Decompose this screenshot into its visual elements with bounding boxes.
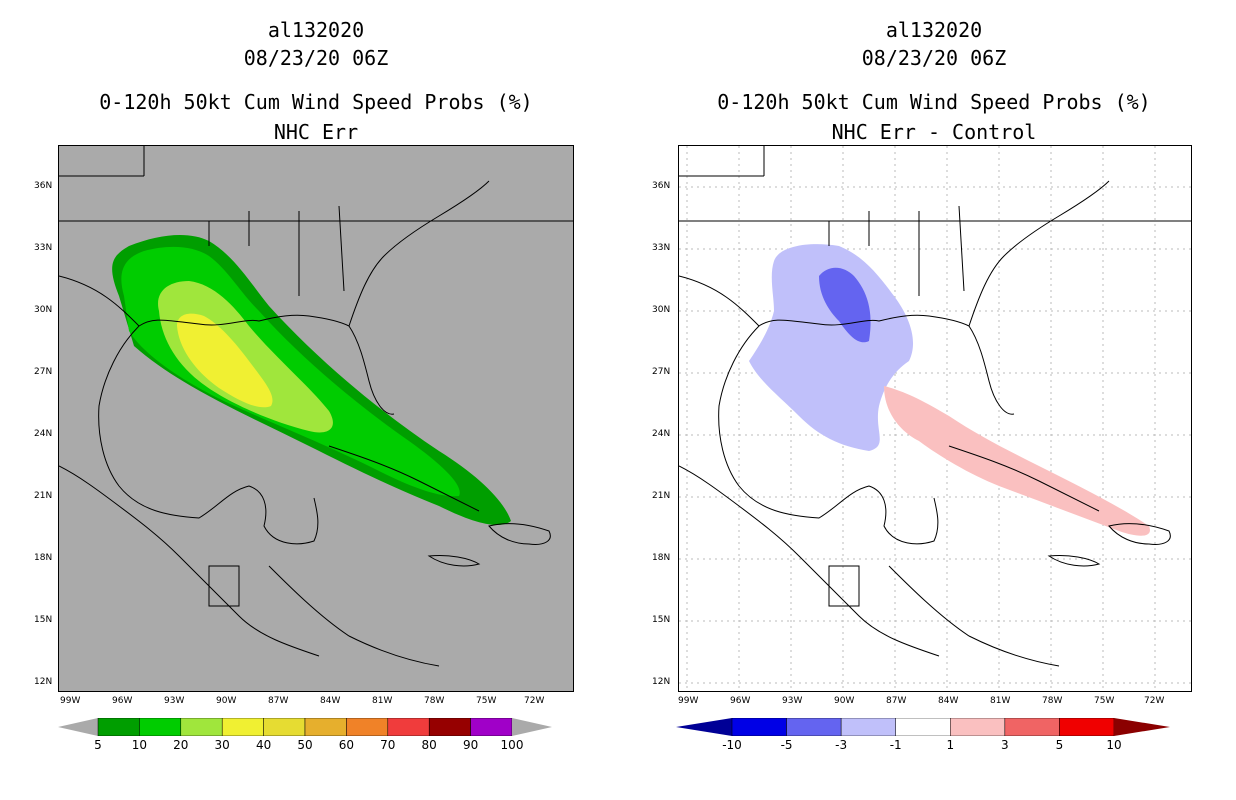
left-map (58, 145, 574, 692)
left-lat-tick: 12N (34, 677, 53, 687)
left-lon-tick: 72W (524, 696, 545, 706)
colorbar-swatch (840, 718, 896, 736)
right-lat-tick: 30N (652, 305, 671, 315)
left-lon-tick: 84W (320, 696, 341, 706)
colorbar-label: 10 (131, 738, 148, 752)
colorbar-high-tip (1114, 718, 1170, 736)
left-datetime: 08/23/20 06Z (243, 46, 389, 70)
colorbar-low-tip (676, 718, 732, 736)
colorbar-swatch (97, 718, 140, 736)
prob-contour-30 (177, 313, 273, 408)
left-lat-tick: 30N (34, 305, 53, 315)
right-lat-tick: 12N (652, 677, 671, 687)
colorbar-label: 80 (421, 738, 437, 752)
right-lon-tick: 84W (938, 696, 959, 706)
left-lon-tick: 75W (476, 696, 497, 706)
right-lon-tick: 78W (1042, 696, 1063, 706)
colorbar-swatch (180, 718, 223, 736)
diff-positive-area (884, 386, 1150, 536)
left-lon-tick: 87W (268, 696, 289, 706)
left-lat-tick: 18N (34, 553, 53, 563)
left-lon-tick: 96W (112, 696, 133, 706)
colorbar-label: 50 (297, 738, 313, 752)
colorbar-swatch (1004, 718, 1060, 736)
right-lon-tick: 75W (1094, 696, 1115, 706)
colorbar-swatch (263, 718, 306, 736)
left-lat-tick: 24N (34, 429, 53, 439)
right-lat-tick: 18N (652, 553, 671, 563)
right-lon-tick: 72W (1144, 696, 1165, 706)
right-map (678, 145, 1192, 692)
right-lon-tick: 81W (990, 696, 1011, 706)
left-lon-tick: 90W (216, 696, 237, 706)
right-lon-tick: 96W (730, 696, 751, 706)
left-lon-tick: 81W (372, 696, 393, 706)
colorbar-swatch (470, 718, 513, 736)
left-lat-tick: 36N (34, 181, 53, 191)
left-lat-tick: 21N (34, 491, 53, 501)
left-lat-tick: 15N (34, 615, 53, 625)
colorbar-label: 5 (94, 738, 102, 752)
right-subtitle: NHC Err - Control (831, 120, 1037, 144)
colorbar-label: 1 (946, 738, 955, 752)
colorbar-swatch (786, 718, 842, 736)
colorbar-swatch (731, 718, 787, 736)
colorbar-label: 90 (462, 738, 479, 752)
colorbar-high-tip (512, 718, 552, 736)
colorbar-swatch (346, 718, 389, 736)
colorbar-swatch (221, 718, 264, 736)
colorbar-swatch (428, 718, 471, 736)
colorbar-swatch (387, 718, 430, 736)
colorbar-label: 10 (1106, 738, 1122, 752)
colorbar-swatch (304, 718, 347, 736)
right-lon-tick: 90W (834, 696, 855, 706)
colorbar-label: 70 (380, 738, 396, 752)
left-lon-tick: 93W (164, 696, 185, 706)
right-lat-tick: 24N (652, 429, 671, 439)
colorbar-swatch (895, 718, 951, 736)
colorbar-label: 3 (1001, 738, 1009, 752)
colorbar-label: 60 (338, 738, 355, 752)
colorbar-label: 40 (255, 738, 272, 752)
colorbar-label: 100 (500, 738, 524, 752)
right-lat-tick: 15N (652, 615, 671, 625)
left-storm-id: al132020 (267, 18, 365, 42)
colorbar-label: -10 (722, 738, 742, 752)
right-colorbar (676, 718, 1170, 736)
colorbar-swatch (1059, 718, 1115, 736)
right-lon-tick: 87W (886, 696, 907, 706)
right-lon-tick: 93W (782, 696, 803, 706)
left-subtitle: NHC Err (273, 120, 359, 144)
right-lat-tick: 36N (652, 181, 671, 191)
left-product-title: 0-120h 50kt Cum Wind Speed Probs (%) (99, 90, 533, 114)
right-lon-tick: 99W (678, 696, 699, 706)
colorbar-label: 30 (214, 738, 230, 752)
right-storm-id: al132020 (885, 18, 983, 42)
colorbar-label: -5 (780, 738, 793, 752)
right-datetime: 08/23/20 06Z (861, 46, 1007, 70)
colorbar-label: -1 (889, 738, 902, 752)
left-lat-tick: 33N (34, 243, 53, 253)
right-lat-tick: 27N (652, 367, 671, 377)
colorbar-label: -3 (835, 738, 848, 752)
left-lon-tick: 78W (424, 696, 445, 706)
right-lat-tick: 21N (652, 491, 671, 501)
colorbar-label: 20 (173, 738, 189, 752)
left-lat-tick: 27N (34, 367, 53, 377)
diff-negative-area (749, 244, 914, 451)
colorbar-swatch (139, 718, 182, 736)
right-lat-tick: 33N (652, 243, 671, 253)
right-product-title: 0-120h 50kt Cum Wind Speed Probs (%) (717, 90, 1151, 114)
diff-negative-core (819, 267, 871, 343)
colorbar-low-tip (58, 718, 98, 736)
left-lon-tick: 99W (60, 696, 81, 706)
colorbar-swatch (950, 718, 1006, 736)
colorbar-label: 5 (1055, 738, 1064, 752)
left-colorbar (58, 718, 552, 736)
